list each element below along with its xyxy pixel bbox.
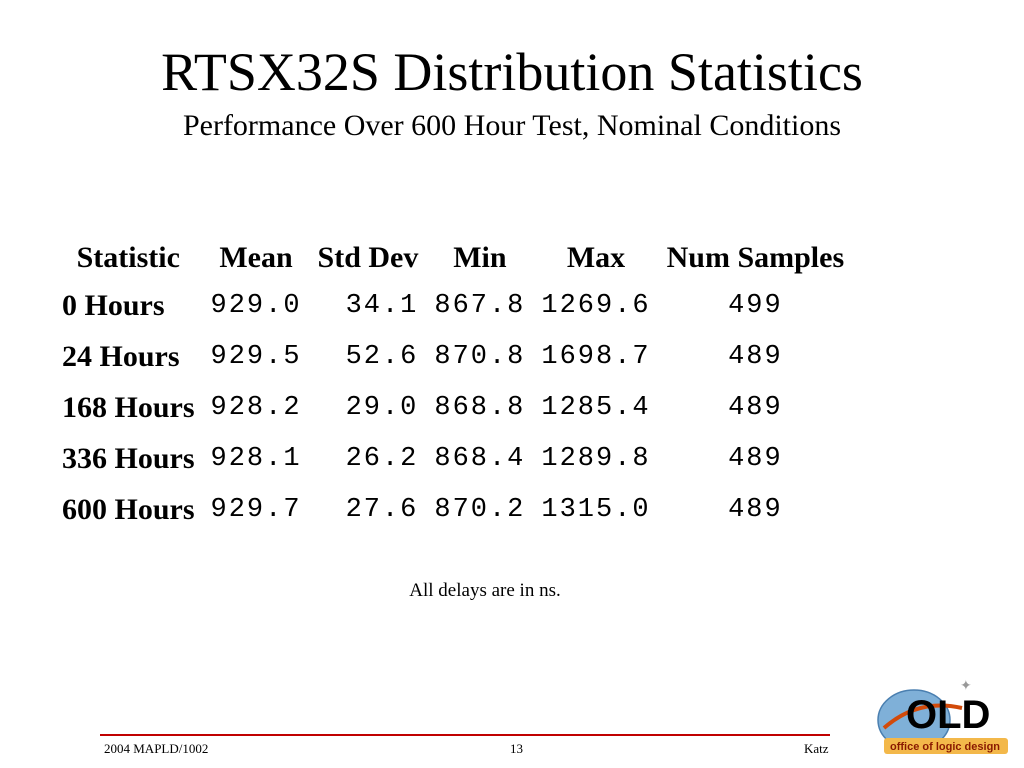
column-header: Max [566, 241, 626, 274]
logo-tagline: office of logic design [890, 741, 1000, 753]
std-dev-cell: 27.6 [345, 494, 419, 525]
std-dev-cell: 26.2 [345, 443, 419, 474]
mean-cell: 928.1 [210, 443, 302, 474]
table-row: 600 Hours 929.7 27.6 870.2 1315.0 489 [54, 484, 852, 535]
column-header: Num Samples [666, 241, 845, 274]
std-dev-cell: 29.0 [345, 392, 419, 423]
column-header: Statistic [76, 241, 180, 274]
std-dev-cell: 34.1 [345, 290, 419, 321]
globe-swoosh [882, 703, 963, 730]
row-label: 600 Hours [62, 492, 195, 526]
footer-page-number: 13 [510, 741, 523, 756]
row-label: 168 Hours [62, 390, 195, 424]
mean-cell: 929.0 [210, 290, 302, 321]
column-header: Min [453, 241, 507, 274]
min-cell: 870.8 [434, 341, 526, 372]
column-header: Std Dev [317, 241, 419, 274]
num-samples-cell: 499 [728, 290, 783, 321]
max-cell: 1315.0 [541, 494, 651, 525]
table-row: 168 Hours 928.2 29.0 868.8 1285.4 489 [54, 382, 852, 433]
mean-cell: 928.2 [210, 392, 302, 423]
min-cell: 870.2 [434, 494, 526, 525]
footer-divider [100, 734, 830, 736]
min-cell: 867.8 [434, 290, 526, 321]
table-row: 0 Hours 929.0 34.1 867.8 1269.6 499 [54, 280, 852, 331]
row-label: 0 Hours [62, 288, 165, 322]
slide-title: RTSX32S Distribution Statistics [161, 42, 863, 102]
logo-tagline-bar [884, 738, 1008, 754]
row-label: 336 Hours [62, 441, 195, 475]
row-label: 24 Hours [62, 339, 180, 373]
max-cell: 1285.4 [541, 392, 651, 423]
mean-cell: 929.5 [210, 341, 302, 372]
mean-cell: 929.7 [210, 494, 302, 525]
table-row: 24 Hours 929.5 52.6 870.8 1698.7 489 [54, 331, 852, 382]
table-row: 336 Hours 928.1 26.2 868.4 1289.8 489 [54, 433, 852, 484]
min-cell: 868.4 [434, 443, 526, 474]
table-header-row: Statistic Mean Std Dev Min Max Num Sampl… [54, 236, 852, 280]
num-samples-cell: 489 [728, 392, 783, 423]
logo-wordmark: OLD [906, 693, 990, 737]
sparkle-icon: ✦ [960, 679, 972, 694]
footer-author: Katz [804, 741, 829, 756]
max-cell: 1698.7 [541, 341, 651, 372]
num-samples-cell: 489 [728, 494, 783, 525]
statistics-table: Statistic Mean Std Dev Min Max Num Sampl… [54, 236, 852, 535]
units-note: All delays are in ns. [409, 580, 561, 601]
std-dev-cell: 52.6 [345, 341, 419, 372]
max-cell: 1269.6 [541, 290, 651, 321]
slide-subtitle: Performance Over 600 Hour Test, Nominal … [182, 109, 842, 142]
max-cell: 1289.8 [541, 443, 651, 474]
num-samples-cell: 489 [728, 443, 783, 474]
footer-conference: 2004 MAPLD/1002 [104, 741, 209, 756]
office-of-logic-design-logo: OLD office of logic design ✦ [877, 679, 1008, 754]
column-header: Mean [219, 241, 293, 274]
num-samples-cell: 489 [728, 341, 783, 372]
min-cell: 868.8 [434, 392, 526, 423]
